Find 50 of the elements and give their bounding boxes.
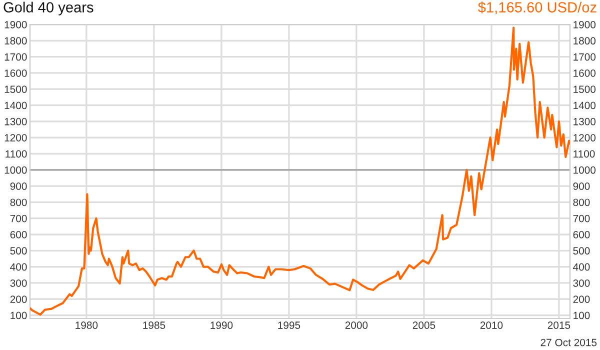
y-tick-label: 1700 [4,53,27,61]
y-tick-label: 1800 [4,37,27,45]
y-tick-label: 1100 [6,150,27,158]
y2-tick-label: 400 [573,263,590,271]
y2-tick-label: 600 [573,231,590,238]
y-tick-label: 200 [10,296,27,303]
x-tick-label: 2010 [480,322,503,329]
y-tick-label: 1600 [4,69,27,77]
chart-subtitle: $1,165.60 USD/oz [478,2,596,14]
y2-tick-label: 500 [573,247,590,255]
y2-tick-label: 1400 [574,102,596,110]
y-tick-label: 1200 [4,134,27,142]
x-tick-label: 2005 [412,322,436,329]
y2-tick-label: 1500 [574,86,596,93]
text: 27 Oct 2015 [540,338,597,346]
chart-title: Gold 40 years [4,2,94,16]
y2-tick-label: 300 [573,279,590,287]
y2-tick-label: 800 [573,198,590,206]
y2-tick-label: 1100 [574,150,595,158]
y2-tick-label: 1800 [574,37,596,45]
y2-tick-label: 1700 [574,53,596,61]
y2-tick-label: 1000 [574,166,596,174]
y2-tick-label: 100 [574,312,590,320]
y2-tick-label: 1600 [574,69,596,77]
y-tick-label: 100 [10,312,27,320]
y2-tick-label: 200 [573,296,590,303]
y-tick-label: 400 [10,263,27,271]
x-tick-label: 1985 [143,322,166,329]
y-tick-label: 900 [10,182,27,190]
line-series [30,26,570,316]
y2-tick-label: 900 [573,182,590,190]
y-tick-label: 1000 [4,166,27,174]
y2-tick-label: 1900 [574,21,596,28]
y-tick-label: 600 [10,231,27,238]
y-tick-label: 1300 [4,118,27,126]
y-tick-label: 1900 [4,21,27,28]
x-tick-label: 2000 [345,322,368,329]
y-tick-label: 1500 [4,86,27,93]
y-tick-label: 700 [10,214,27,222]
x-tick-label: 2015 [548,322,570,329]
x-tick-label: 1990 [210,322,233,329]
x-tick-label: 1995 [278,322,300,329]
y-tick-label: 800 [10,198,27,206]
y2-tick-label: 700 [573,214,590,222]
y-tick-label: 300 [10,279,27,287]
y2-tick-label: 1300 [574,118,596,126]
y-tick-label: 1400 [4,102,27,110]
x-tick-label: 1980 [76,322,98,329]
y-tick-label: 500 [10,247,27,255]
y2-tick-label: 1200 [574,134,596,142]
